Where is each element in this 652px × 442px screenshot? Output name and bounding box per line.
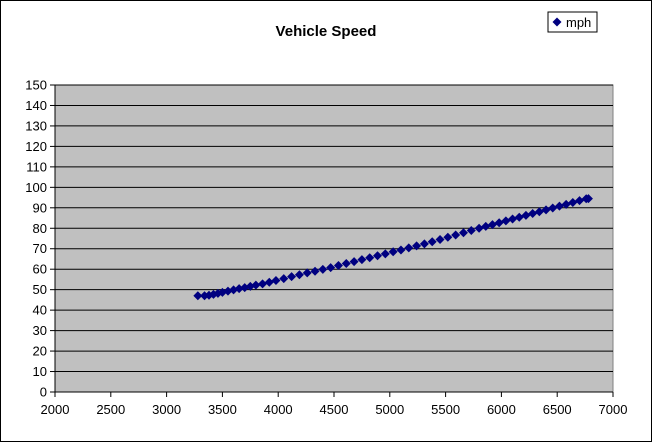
chart-title: Vehicle Speed (276, 23, 377, 40)
data-point (380, 249, 390, 259)
data-point (264, 277, 274, 287)
y-tick-label: 110 (26, 159, 47, 174)
data-point (396, 245, 406, 255)
data-point (279, 274, 289, 284)
data-point (234, 284, 244, 294)
y-tick-label: 130 (25, 118, 47, 133)
plot-area (54, 84, 614, 393)
legend-box (547, 11, 598, 33)
data-point (481, 221, 491, 231)
data-point (583, 194, 593, 204)
data-point (521, 210, 531, 220)
x-axis: 2000 2500 3000 3500 4000 4500 5000 5500 6000 6500… (41, 391, 628, 417)
y-axis: 0 10 20 30 40 50 60 70 80 90 100 110 120 130 140 150 (25, 78, 56, 400)
y-tick-label: 0 (40, 385, 47, 400)
x-tick-label: 2500 (96, 402, 125, 417)
data-point (501, 216, 511, 226)
data-point (508, 214, 518, 224)
legend-label: mph (566, 15, 591, 30)
data-point (435, 235, 445, 245)
data-point (365, 253, 375, 263)
data-point (474, 223, 484, 233)
y-tick-label: 30 (33, 323, 47, 338)
y-tick-label: 60 (33, 262, 47, 277)
data-point (575, 196, 585, 206)
y-tick-label: 80 (33, 221, 47, 236)
data-point (541, 205, 551, 215)
data-point (333, 261, 343, 271)
data-point (258, 279, 268, 289)
y-tick-label: 150 (25, 78, 47, 93)
data-point (404, 243, 414, 253)
y-tick-label: 40 (33, 303, 47, 318)
data-point (412, 241, 422, 251)
y-tick-label: 100 (25, 180, 47, 195)
data-point (193, 291, 203, 301)
data-point (349, 257, 359, 267)
y-tick-label: 50 (33, 282, 47, 297)
data-point (561, 199, 571, 209)
data-point (514, 212, 524, 222)
y-tick-label: 90 (33, 200, 47, 215)
data-point (548, 203, 558, 213)
x-tick-label: 7000 (599, 402, 628, 417)
data-point (427, 237, 437, 247)
data-point (287, 272, 297, 282)
data-point (341, 258, 351, 268)
x-tick-label: 3500 (208, 402, 237, 417)
data-point (568, 197, 578, 207)
data-point (271, 275, 281, 285)
data-point (528, 209, 538, 219)
data-point (466, 226, 476, 236)
data-point (302, 268, 312, 278)
x-tick-label: 6500 (543, 402, 572, 417)
data-point (251, 280, 261, 290)
data-point (458, 228, 468, 238)
x-tick-label: 6000 (487, 402, 516, 417)
y-tick-label: 120 (25, 139, 47, 154)
data-point (310, 266, 320, 276)
data-point (487, 220, 497, 230)
data-point (326, 263, 336, 273)
data-point (294, 270, 304, 280)
x-tick-label: 3000 (152, 402, 181, 417)
y-tick-label: 70 (33, 241, 47, 256)
y-tick-label: 20 (33, 344, 47, 359)
data-point (357, 255, 367, 265)
data-point (443, 232, 453, 242)
x-tick-label: 5500 (431, 402, 460, 417)
x-tick-label: 4000 (264, 402, 293, 417)
y-tick-label: 140 (25, 98, 47, 113)
data-point (318, 264, 328, 274)
data-point (494, 218, 504, 228)
data-point (419, 239, 429, 249)
x-tick-label: 4500 (320, 402, 349, 417)
data-point (373, 251, 383, 261)
x-tick-label: 2000 (41, 402, 70, 417)
x-tick-label: 5000 (375, 402, 404, 417)
data-point (451, 230, 461, 240)
data-point (554, 201, 564, 211)
data-points (193, 194, 593, 301)
y-tick-label: 10 (33, 364, 47, 379)
data-point (534, 207, 544, 217)
legend: mph (547, 11, 598, 33)
data-point (388, 247, 398, 257)
gridlines (55, 84, 613, 373)
legend-diamond-icon (552, 17, 562, 27)
